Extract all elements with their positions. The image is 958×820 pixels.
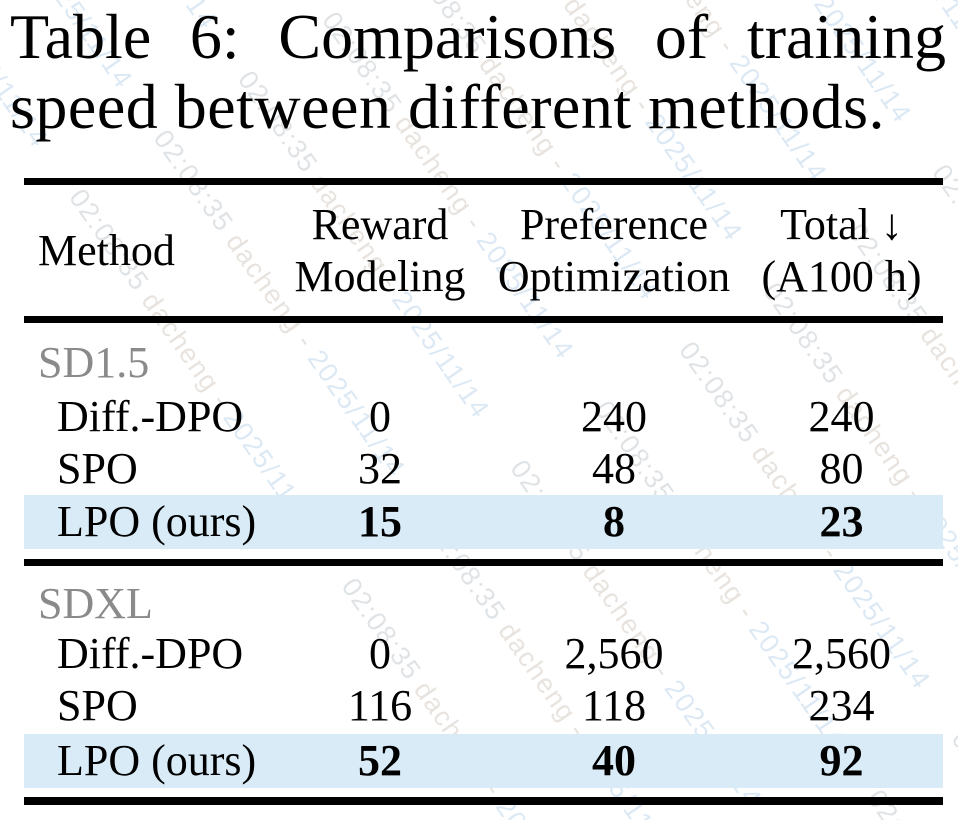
watermark-text: 02:08:35 dacheng - 2025/11/14 xyxy=(945,725,958,820)
reward-modeling-value: 0 xyxy=(369,629,391,678)
column-header-line: Preference xyxy=(519,200,709,249)
table-bottom-rule xyxy=(24,797,943,805)
reward-modeling-value: 15 xyxy=(358,497,402,546)
total-value: 92 xyxy=(819,736,864,785)
method-cell: SPO xyxy=(57,444,138,493)
reward-modeling-value: 0 xyxy=(369,392,391,441)
method-cell: SPO xyxy=(57,681,138,730)
table-header-rule xyxy=(24,316,943,323)
table-row-sd15-spo: SPO 32 48 80 xyxy=(24,443,943,495)
total-value: 2,560 xyxy=(792,629,891,678)
method-cell: LPO (ours) xyxy=(57,497,257,546)
column-header-line: (A100 h) xyxy=(761,252,922,301)
table-row-sd15-lpo-highlighted: LPO (ours) 15 8 23 xyxy=(24,495,943,549)
table-row-sdxl-spo: SPO 116 118 234 xyxy=(24,680,943,732)
column-header-line: Optimization xyxy=(497,252,731,301)
total-value: 23 xyxy=(819,497,864,546)
total-value: 80 xyxy=(819,444,864,493)
table-header-row: Method Reward Modeling Preference Optimi… xyxy=(24,186,943,316)
section-label-sd15: SD1.5 xyxy=(38,338,150,387)
preference-optimization-value: 118 xyxy=(581,681,647,730)
table-mid-rule xyxy=(24,559,943,566)
column-header-method: Method xyxy=(38,226,175,275)
method-cell: Diff.-DPO xyxy=(57,392,244,441)
preference-optimization-value: 2,560 xyxy=(564,629,664,678)
preference-optimization-value: 240 xyxy=(581,392,647,441)
table-caption: Table 6: Comparisons of training speed b… xyxy=(10,2,946,142)
table-row-sdxl-lpo-highlighted: LPO (ours) 52 40 92 xyxy=(24,734,943,788)
column-header-line: Reward xyxy=(311,200,449,249)
preference-optimization-value: 40 xyxy=(592,736,636,785)
caption-line-1: Table 6: Comparisons of training xyxy=(10,1,946,72)
method-cell: Diff.-DPO xyxy=(57,629,244,678)
section-label-sdxl: SDXL xyxy=(38,579,153,628)
total-value: 234 xyxy=(808,681,875,730)
column-header-preference-optimization: Preference Optimization xyxy=(488,199,740,303)
table-row-sd15-diff-dpo: Diff.-DPO 0 240 240 xyxy=(24,391,943,443)
column-header-reward-modeling: Reward Modeling xyxy=(272,199,488,303)
table-row-sdxl-diff-dpo: Diff.-DPO 0 2,560 2,560 xyxy=(24,628,943,680)
table-top-rule xyxy=(24,178,943,185)
method-cell: LPO (ours) xyxy=(57,736,257,785)
preference-optimization-value: 8 xyxy=(603,497,625,546)
column-header-line: Total ↓ xyxy=(780,200,903,249)
column-header-total-a100h: Total ↓ (A100 h) xyxy=(740,199,943,303)
reward-modeling-value: 116 xyxy=(347,681,413,730)
caption-line-2: speed between different methods. xyxy=(10,71,885,142)
reward-modeling-value: 52 xyxy=(358,736,402,785)
column-header-line: Modeling xyxy=(294,252,466,301)
preference-optimization-value: 48 xyxy=(592,444,636,493)
reward-modeling-value: 32 xyxy=(358,444,402,493)
total-value: 240 xyxy=(808,392,875,441)
